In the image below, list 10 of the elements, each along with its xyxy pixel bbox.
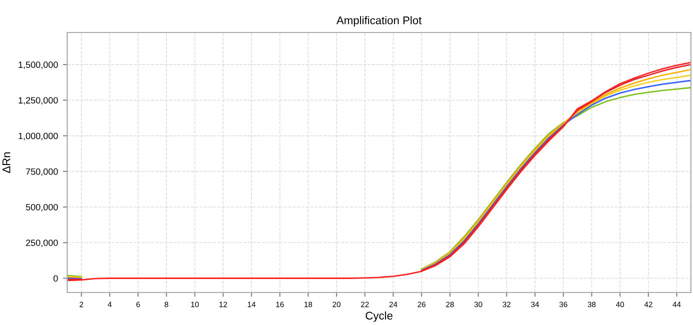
y-tick-label: 250,000: [26, 240, 58, 248]
y-tick-label: 0: [54, 275, 58, 282]
y-tick-label: 500,000: [26, 204, 58, 212]
chart-title: Amplification Plot: [336, 16, 422, 26]
x-axis-title: Cycle: [366, 311, 392, 322]
y-tick-label: 1,000,000: [18, 132, 58, 140]
y-axis-title: ΔRn: [2, 152, 10, 173]
y-tick-label: 750,000: [26, 168, 58, 176]
y-tick-label: 1,250,000: [18, 97, 58, 105]
y-tick-label: 1,500,000: [18, 62, 58, 69]
